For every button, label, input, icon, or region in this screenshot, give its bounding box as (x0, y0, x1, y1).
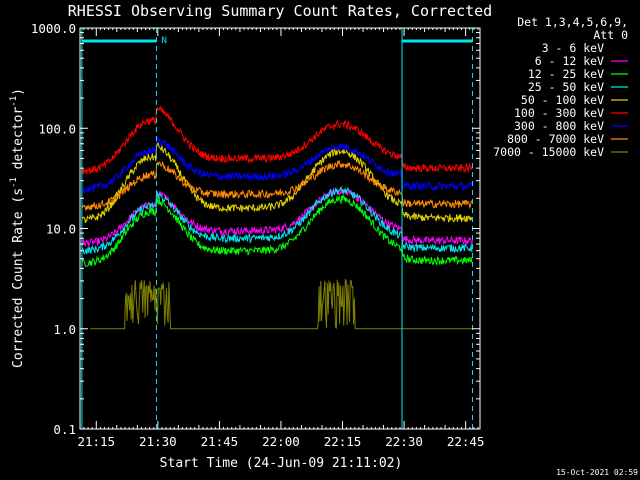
series-2 (81, 194, 473, 267)
legend-label-7: 800 - 7000 keV (507, 132, 604, 146)
legend-label-3: 25 - 50 keV (528, 80, 604, 94)
series-layer (81, 105, 473, 330)
timestamp: 15-Oct-2021 02:59 (556, 468, 638, 477)
y-axis-label-exp2: -1 (9, 96, 19, 107)
y-axis-label: Corrected Count Rate (s-1 detector-1) (9, 88, 26, 368)
series-8-line (90, 279, 472, 330)
legend-label-8: 7000 - 15000 keV (493, 145, 604, 159)
legend-header-line-1: Det 1,3,4,5,6,9, (517, 15, 628, 29)
y-tick-label-3: 100.0 (38, 121, 76, 136)
x-tick-label-3: 22:00 (262, 434, 300, 449)
x-tick-label-2: 21:45 (201, 434, 239, 449)
x-axis-label: Start Time (24-Jun-09 21:11:02) (160, 456, 403, 471)
series-7 (81, 159, 473, 211)
legend-header-line-2: Att 0 (593, 28, 628, 42)
x-tick-label-0: 21:15 (77, 434, 115, 449)
series-5-line (81, 105, 473, 175)
night-marker-label: N (161, 36, 166, 46)
y-tick-label-1: 1.0 (53, 322, 76, 337)
series-3 (81, 185, 473, 255)
x-tick-label-4: 22:15 (324, 434, 362, 449)
y-axis-label-end: ) (11, 88, 26, 96)
y-axis: 0.1 1.0 10.0 100.0 1000.0 (31, 21, 480, 437)
legend-label-0: 3 - 6 keV (542, 41, 604, 55)
series-3-line (81, 185, 473, 255)
legend-label-6: 300 - 800 keV (514, 119, 604, 133)
y-axis-label-mid: detector (11, 107, 26, 178)
series-2-line (81, 194, 473, 267)
series-4-line (81, 142, 473, 224)
series-6 (81, 135, 473, 194)
x-tick-label-1: 21:30 (139, 434, 177, 449)
legend-label-1: 6 - 12 keV (535, 54, 604, 68)
series-8 (90, 279, 472, 330)
series-6-line (81, 135, 473, 194)
y-tick-label-2: 10.0 (46, 222, 76, 237)
legend-label-4: 50 - 100 keV (521, 93, 604, 107)
series-7-line (81, 159, 473, 211)
y-axis-label-exp1: -1 (9, 177, 19, 188)
x-tick-label-5: 22:30 (385, 434, 423, 449)
chart-title: RHESSI Observing Summary Count Rates, Co… (68, 2, 492, 20)
series-4 (81, 142, 473, 224)
y-axis-label-main: Corrected Count Rate (s (11, 188, 26, 368)
legend-label-2: 12 - 25 keV (528, 67, 604, 81)
series-5 (81, 105, 473, 175)
legend-label-5: 100 - 300 keV (514, 106, 604, 120)
y-tick-label-4: 1000.0 (31, 21, 76, 36)
x-axis: 21:15 21:30 21:45 22:00 22:15 22:30 22:45 (77, 28, 484, 449)
y-tick-label-0: 0.1 (53, 422, 76, 437)
x-tick-label-6: 22:45 (447, 434, 485, 449)
